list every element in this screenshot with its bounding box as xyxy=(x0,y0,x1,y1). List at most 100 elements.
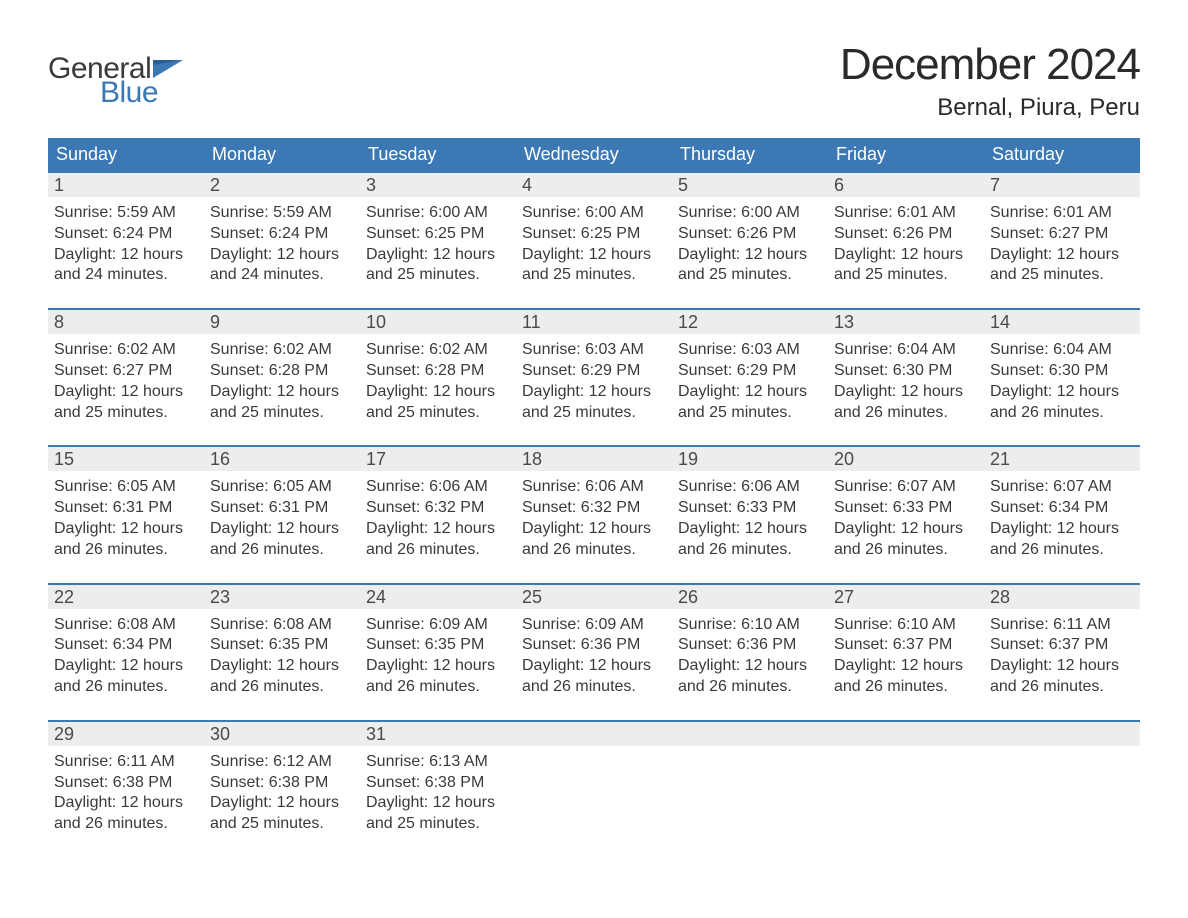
header: General Blue December 2024 Bernal, Piura… xyxy=(48,40,1140,122)
day-line: Sunrise: 6:10 AM xyxy=(678,615,822,636)
day-number xyxy=(516,722,672,746)
day-body: Sunrise: 6:09 AMSunset: 6:36 PMDaylight:… xyxy=(516,609,672,702)
day-number: 7 xyxy=(984,173,1140,197)
day-body: Sunrise: 6:10 AMSunset: 6:37 PMDaylight:… xyxy=(828,609,984,702)
calendar-day: 2Sunrise: 5:59 AMSunset: 6:24 PMDaylight… xyxy=(204,173,360,290)
day-line: Daylight: 12 hours xyxy=(522,245,666,266)
calendar-day: 18Sunrise: 6:06 AMSunset: 6:32 PMDayligh… xyxy=(516,447,672,564)
day-number: 16 xyxy=(204,447,360,471)
day-line: Daylight: 12 hours xyxy=(54,519,198,540)
day-number: 21 xyxy=(984,447,1140,471)
day-line: Sunrise: 6:00 AM xyxy=(678,203,822,224)
day-line: Daylight: 12 hours xyxy=(678,519,822,540)
calendar-day: 22Sunrise: 6:08 AMSunset: 6:34 PMDayligh… xyxy=(48,585,204,702)
weekday-label: Saturday xyxy=(984,138,1140,171)
weekday-label: Monday xyxy=(204,138,360,171)
day-number: 3 xyxy=(360,173,516,197)
day-line: Sunset: 6:30 PM xyxy=(990,361,1134,382)
day-line: Sunset: 6:32 PM xyxy=(366,498,510,519)
day-line: Sunset: 6:38 PM xyxy=(366,773,510,794)
day-line: and 26 minutes. xyxy=(522,677,666,698)
calendar-day: 1Sunrise: 5:59 AMSunset: 6:24 PMDaylight… xyxy=(48,173,204,290)
calendar-day: 30Sunrise: 6:12 AMSunset: 6:38 PMDayligh… xyxy=(204,722,360,839)
day-line: and 26 minutes. xyxy=(990,677,1134,698)
day-number: 26 xyxy=(672,585,828,609)
day-number: 8 xyxy=(48,310,204,334)
calendar-day: 31Sunrise: 6:13 AMSunset: 6:38 PMDayligh… xyxy=(360,722,516,839)
day-line: Daylight: 12 hours xyxy=(54,793,198,814)
day-number: 9 xyxy=(204,310,360,334)
day-body: Sunrise: 6:04 AMSunset: 6:30 PMDaylight:… xyxy=(984,334,1140,427)
day-line: Sunrise: 6:04 AM xyxy=(834,340,978,361)
week-row: 22Sunrise: 6:08 AMSunset: 6:34 PMDayligh… xyxy=(48,583,1140,702)
day-body: Sunrise: 6:02 AMSunset: 6:28 PMDaylight:… xyxy=(360,334,516,427)
weekday-label: Sunday xyxy=(48,138,204,171)
day-line: and 25 minutes. xyxy=(678,265,822,286)
day-number: 12 xyxy=(672,310,828,334)
day-line: and 26 minutes. xyxy=(522,540,666,561)
day-number: 2 xyxy=(204,173,360,197)
day-line: Sunrise: 6:02 AM xyxy=(210,340,354,361)
day-number: 4 xyxy=(516,173,672,197)
weekday-label: Tuesday xyxy=(360,138,516,171)
day-number: 31 xyxy=(360,722,516,746)
calendar-day: 15Sunrise: 6:05 AMSunset: 6:31 PMDayligh… xyxy=(48,447,204,564)
day-body xyxy=(828,746,984,756)
day-line: and 25 minutes. xyxy=(522,265,666,286)
day-line: and 25 minutes. xyxy=(366,403,510,424)
week-row: 1Sunrise: 5:59 AMSunset: 6:24 PMDaylight… xyxy=(48,171,1140,290)
day-line: Sunrise: 6:02 AM xyxy=(366,340,510,361)
day-line: Daylight: 12 hours xyxy=(366,656,510,677)
title-block: December 2024 Bernal, Piura, Peru xyxy=(840,40,1140,122)
day-line: and 26 minutes. xyxy=(54,540,198,561)
calendar-day: 5Sunrise: 6:00 AMSunset: 6:26 PMDaylight… xyxy=(672,173,828,290)
day-line: and 26 minutes. xyxy=(366,677,510,698)
day-number: 10 xyxy=(360,310,516,334)
day-line: Daylight: 12 hours xyxy=(522,519,666,540)
weekday-label: Thursday xyxy=(672,138,828,171)
day-line: Sunrise: 6:11 AM xyxy=(54,752,198,773)
day-line: Sunset: 6:35 PM xyxy=(210,635,354,656)
day-body: Sunrise: 6:06 AMSunset: 6:33 PMDaylight:… xyxy=(672,471,828,564)
day-line: Daylight: 12 hours xyxy=(54,382,198,403)
day-line: Daylight: 12 hours xyxy=(678,382,822,403)
day-line: Daylight: 12 hours xyxy=(834,519,978,540)
calendar-day: 20Sunrise: 6:07 AMSunset: 6:33 PMDayligh… xyxy=(828,447,984,564)
calendar-day: 21Sunrise: 6:07 AMSunset: 6:34 PMDayligh… xyxy=(984,447,1140,564)
day-line: Sunrise: 6:09 AM xyxy=(522,615,666,636)
calendar-day: 3Sunrise: 6:00 AMSunset: 6:25 PMDaylight… xyxy=(360,173,516,290)
day-line: Sunset: 6:34 PM xyxy=(990,498,1134,519)
day-line: Sunset: 6:29 PM xyxy=(522,361,666,382)
calendar-day xyxy=(516,722,672,839)
day-body: Sunrise: 5:59 AMSunset: 6:24 PMDaylight:… xyxy=(48,197,204,290)
day-body: Sunrise: 6:03 AMSunset: 6:29 PMDaylight:… xyxy=(672,334,828,427)
day-body: Sunrise: 6:08 AMSunset: 6:35 PMDaylight:… xyxy=(204,609,360,702)
day-line: Daylight: 12 hours xyxy=(366,793,510,814)
calendar-day xyxy=(984,722,1140,839)
day-line: and 25 minutes. xyxy=(54,403,198,424)
day-line: Sunrise: 6:10 AM xyxy=(834,615,978,636)
day-line: Sunrise: 6:11 AM xyxy=(990,615,1134,636)
day-body: Sunrise: 6:06 AMSunset: 6:32 PMDaylight:… xyxy=(516,471,672,564)
calendar-day: 29Sunrise: 6:11 AMSunset: 6:38 PMDayligh… xyxy=(48,722,204,839)
location: Bernal, Piura, Peru xyxy=(840,94,1140,122)
day-body: Sunrise: 6:11 AMSunset: 6:37 PMDaylight:… xyxy=(984,609,1140,702)
day-line: Sunrise: 6:00 AM xyxy=(366,203,510,224)
day-body: Sunrise: 6:07 AMSunset: 6:34 PMDaylight:… xyxy=(984,471,1140,564)
day-line: Sunrise: 6:07 AM xyxy=(834,477,978,498)
day-number: 1 xyxy=(48,173,204,197)
day-line: Daylight: 12 hours xyxy=(678,656,822,677)
day-line: Daylight: 12 hours xyxy=(366,382,510,403)
day-line: and 26 minutes. xyxy=(834,403,978,424)
day-line: Sunset: 6:36 PM xyxy=(522,635,666,656)
day-line: Sunrise: 6:08 AM xyxy=(210,615,354,636)
day-number: 24 xyxy=(360,585,516,609)
day-number: 6 xyxy=(828,173,984,197)
day-line: Sunrise: 6:09 AM xyxy=(366,615,510,636)
day-line: Sunrise: 6:03 AM xyxy=(678,340,822,361)
day-line: and 26 minutes. xyxy=(54,677,198,698)
day-number: 20 xyxy=(828,447,984,471)
day-number: 11 xyxy=(516,310,672,334)
day-line: Sunset: 6:29 PM xyxy=(678,361,822,382)
day-line: Sunset: 6:35 PM xyxy=(366,635,510,656)
